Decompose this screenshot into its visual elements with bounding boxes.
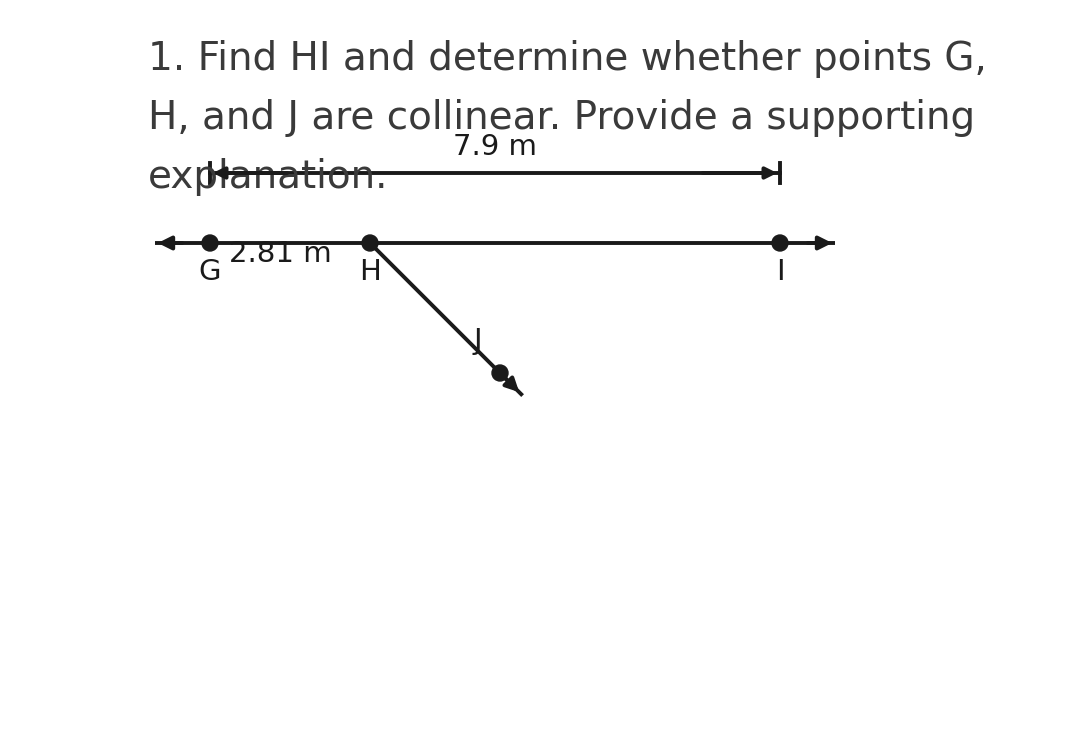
Text: I: I [775,258,784,286]
Circle shape [362,235,378,251]
Circle shape [492,365,508,381]
Text: G: G [199,258,221,286]
Text: H: H [359,258,381,286]
Circle shape [202,235,218,251]
Text: 7.9 m: 7.9 m [453,133,537,161]
Circle shape [772,235,788,251]
Text: J: J [473,327,482,355]
Text: 1. Find HI and determine whether points G,
H, and J are collinear. Provide a sup: 1. Find HI and determine whether points … [148,40,987,196]
Text: 2.81 m: 2.81 m [229,240,332,268]
